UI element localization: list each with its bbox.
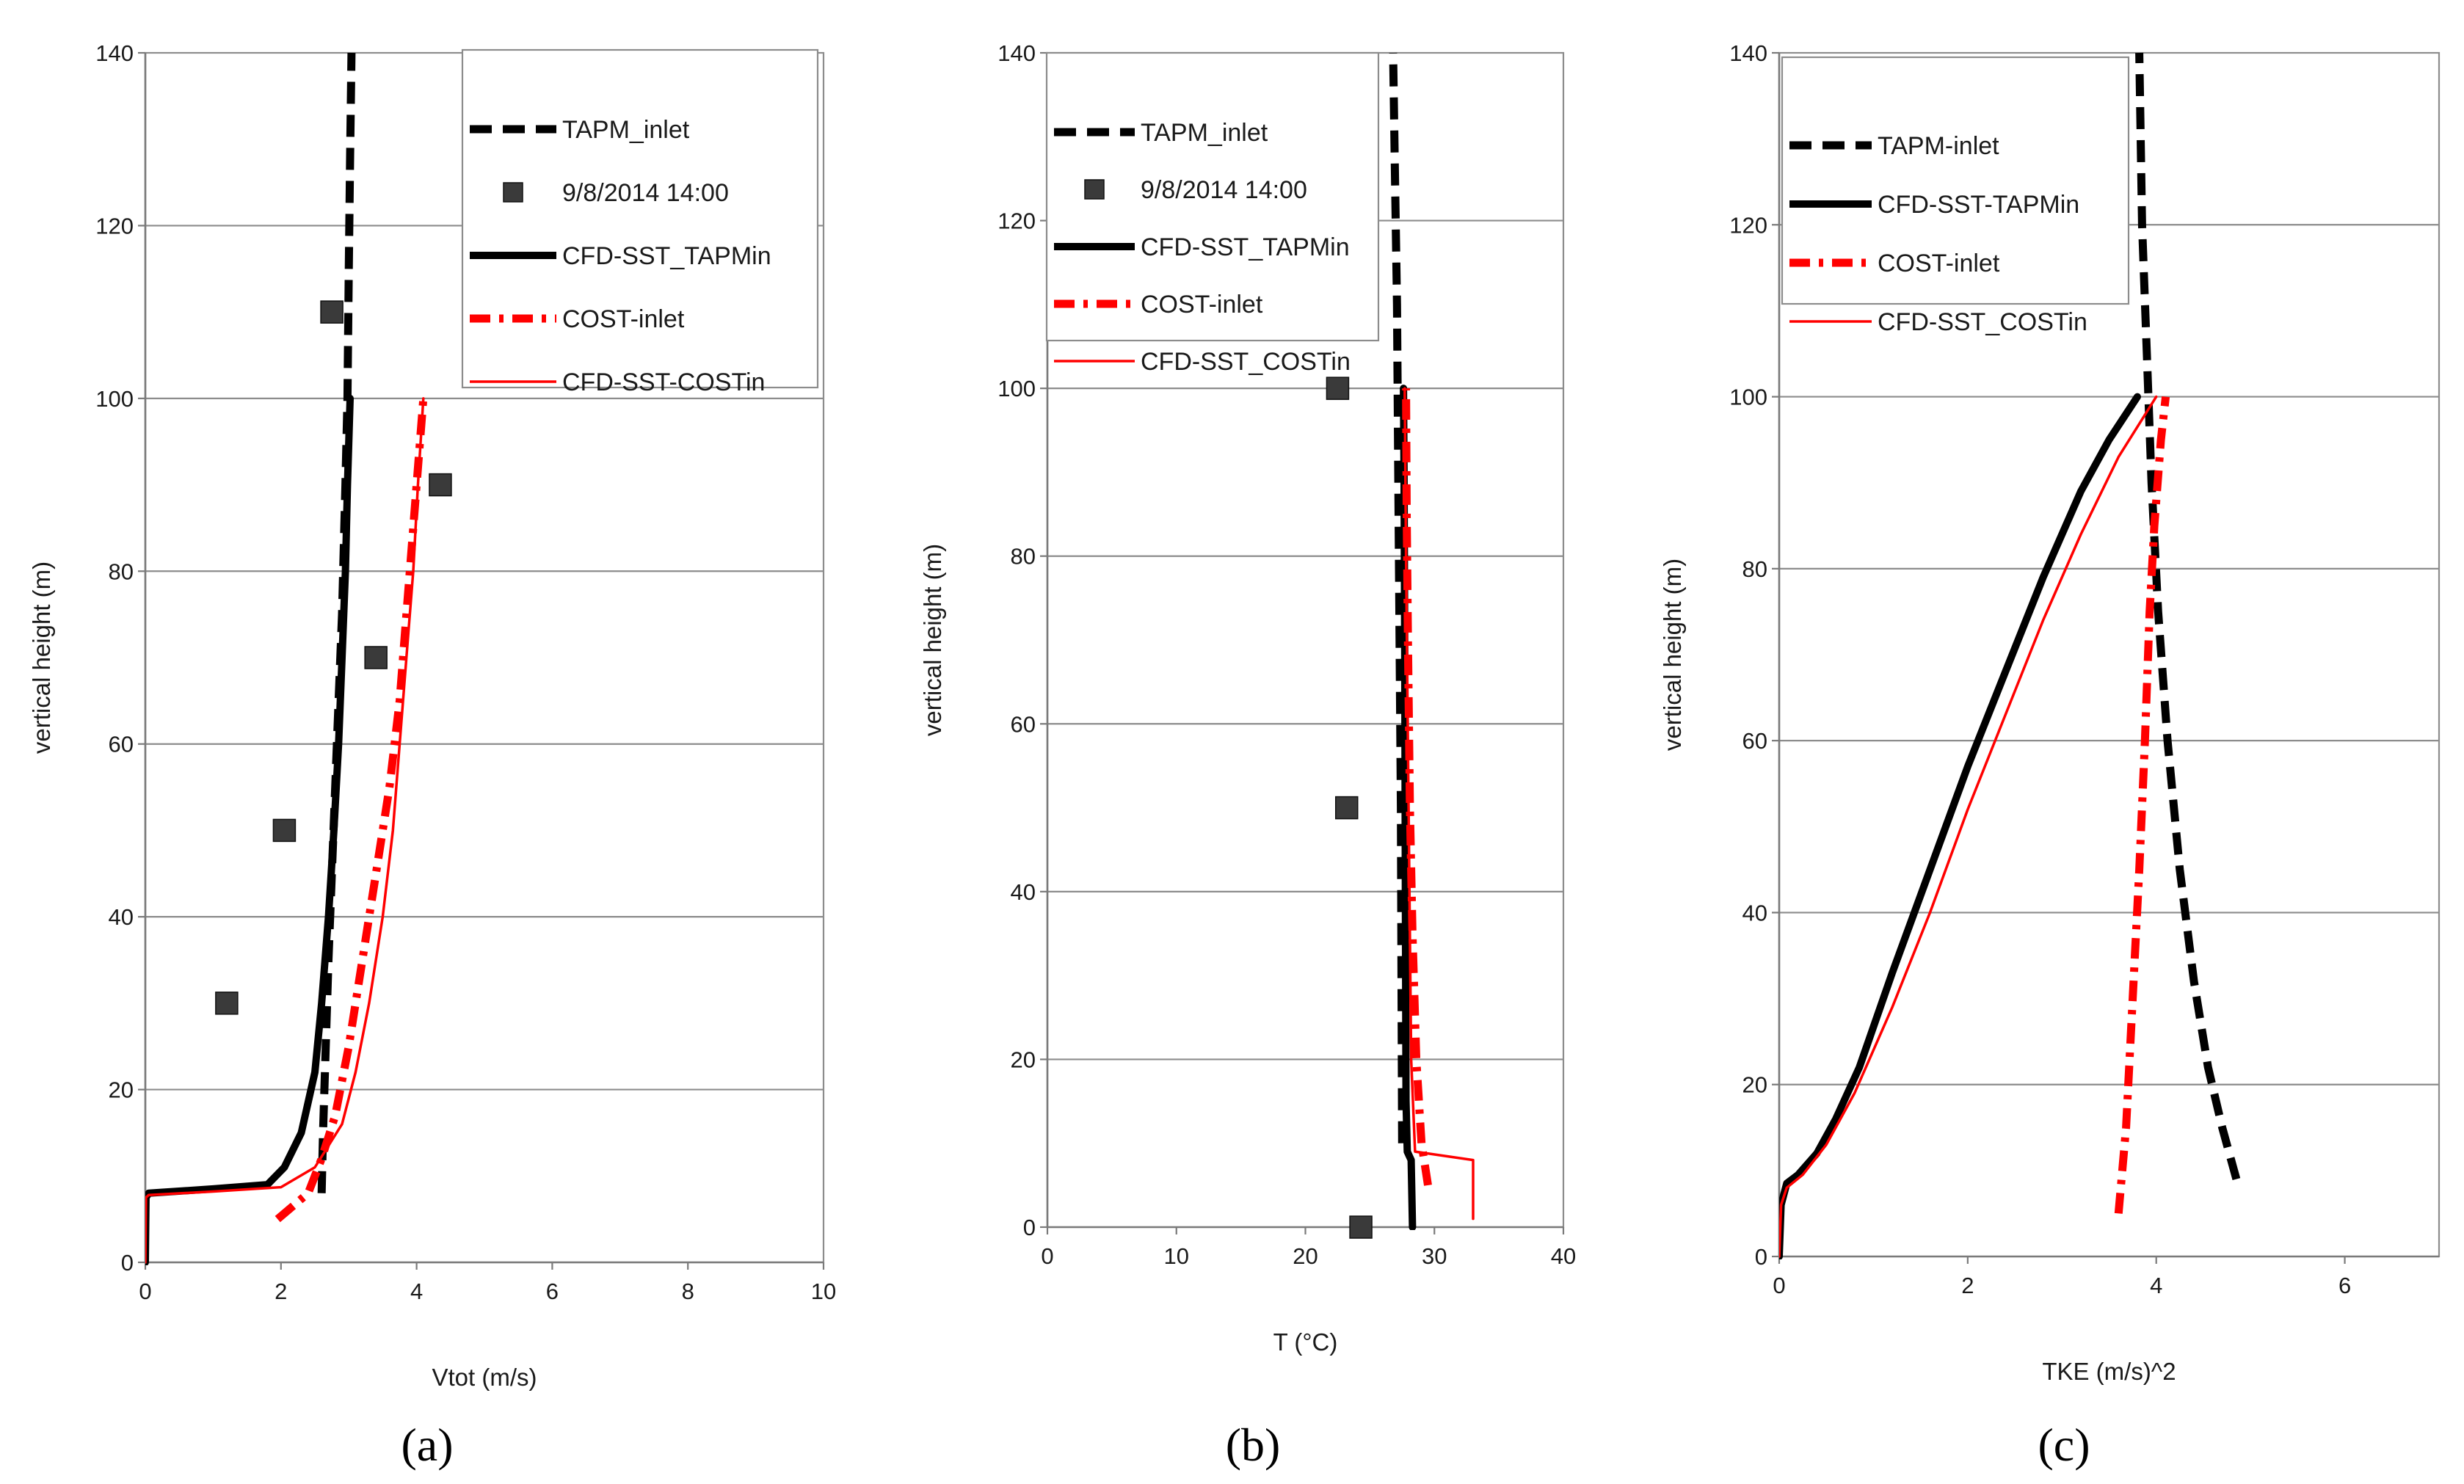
chart-panel-1: 0 20 40 60 80 100 120 140 0 2 4 6 8 10 Vtot (m/s) verti… — [28, 40, 836, 1471]
x-tick-label: 4 — [2150, 1273, 2162, 1298]
data-point-marker — [215, 992, 239, 1015]
y-tick-label: 40 — [1742, 900, 1767, 925]
y-axis-label: vertical height (m) — [919, 544, 946, 736]
y-tick-label: 120 — [997, 208, 1036, 234]
legend-entry-label: 9/8/2014 14:00 — [1141, 176, 1307, 204]
y-tick-label: 140 — [1729, 40, 1767, 66]
legend-entry-label: CFD-SST-COSTin — [562, 368, 765, 396]
series-line-cfd-sst-costin — [1403, 387, 1475, 1221]
series-line-cfd-sst-tapmin — [1779, 393, 2141, 1259]
x-tick-label: 0 — [1773, 1273, 1785, 1298]
series-line-cfd-sst-tapmin — [145, 394, 354, 1265]
y-tick-label: 100 — [997, 376, 1036, 401]
legend-entry-label: CFD-SST_TAPMin — [1141, 233, 1350, 261]
y-tick-label: 40 — [109, 904, 134, 930]
y-tick-label: 0 — [121, 1250, 134, 1276]
x-tick-label: 20 — [1293, 1243, 1318, 1269]
chart-panel-3: 0 20 40 60 80 100 120 140 0 2 4 6 TKE (m/s)^2 vertica… — [1659, 40, 2441, 1471]
legend-entry-label: COST-inlet — [1878, 250, 2000, 277]
data-point-marker — [364, 646, 388, 669]
data-point-marker — [1326, 377, 1350, 400]
chart-panel-2: 0 20 40 60 80 100 120 140 0 10 20 30 40 T (°C) vertica… — [919, 40, 1576, 1471]
legend-marker-sample — [503, 182, 523, 203]
y-tick-label: 20 — [1742, 1072, 1767, 1098]
y-tick-label: 20 — [109, 1077, 134, 1103]
x-axis-label: T (°C) — [1273, 1328, 1338, 1356]
x-tick-label: 2 — [275, 1279, 287, 1304]
x-tick-label: 40 — [1551, 1243, 1576, 1269]
x-tick-label: 6 — [2338, 1273, 2351, 1298]
series-line-cost-inlet — [2114, 396, 2170, 1214]
panel-label: (b) — [1226, 1419, 1281, 1471]
legend-marker-sample — [1084, 179, 1105, 200]
legend: TAPM_inlet 9/8/2014 14:00 CFD-SST_TAPMin CO… — [461, 48, 819, 396]
series-line-tapm-inlet — [1389, 52, 1406, 1143]
x-tick-label: 0 — [139, 1279, 151, 1304]
series-line-tapm-inlet — [2135, 52, 2241, 1181]
legend-entry-label: COST-inlet — [562, 305, 685, 333]
data-point-marker — [1349, 1215, 1373, 1239]
legend-entry-label: CFD-SST_COSTin — [1878, 308, 2087, 336]
y-tick-label: 40 — [1011, 879, 1036, 905]
x-axis-label: Vtot (m/s) — [432, 1364, 537, 1391]
y-tick-label: 0 — [1755, 1244, 1767, 1270]
y-tick-label: 120 — [95, 213, 134, 239]
series-line-cfd-sst-costin — [1779, 395, 2158, 1258]
legend-entry-label: CFD-SST_COSTin — [1141, 348, 1351, 376]
panel-label: (c) — [2038, 1419, 2090, 1471]
y-tick-label: 20 — [1011, 1047, 1036, 1072]
legend-entry-label: CFD-SST-TAPMin — [1878, 191, 2079, 219]
y-tick-label: 80 — [109, 559, 134, 584]
y-tick-label: 80 — [1742, 556, 1767, 582]
y-axis-label: vertical height (m) — [1659, 559, 1686, 751]
legend-entry-label: TAPM-inlet — [1878, 132, 1999, 160]
x-tick-label: 8 — [682, 1279, 694, 1304]
x-tick-label: 30 — [1422, 1243, 1447, 1269]
y-tick-label: 120 — [1729, 212, 1767, 238]
x-tick-label: 10 — [1164, 1243, 1189, 1269]
y-tick-label: 140 — [95, 40, 134, 66]
legend: TAPM-inlet CFD-SST-TAPMin COST-inlet CFD-SS… — [1781, 56, 2130, 336]
series-line-tapm-inlet — [317, 52, 356, 1193]
legend-entry-label: CFD-SST_TAPMin — [562, 242, 771, 270]
x-tick-label: 6 — [546, 1279, 559, 1304]
data-point-marker — [320, 300, 344, 324]
legend: TAPM_inlet 9/8/2014 14:00 CFD-SST_TAPMin CO… — [1045, 51, 1380, 376]
y-tick-label: 60 — [1742, 728, 1767, 754]
x-tick-label: 4 — [410, 1279, 423, 1304]
series-line-cfd-sst-costin — [145, 397, 425, 1264]
legend-entry-label: COST-inlet — [1141, 291, 1263, 319]
legend-entry-label: TAPM_inlet — [562, 116, 690, 144]
panel-label: (a) — [401, 1419, 453, 1471]
legend-entry-label: 9/8/2014 14:00 — [562, 179, 729, 207]
y-tick-label: 60 — [109, 732, 134, 757]
x-tick-label: 2 — [1961, 1273, 1974, 1298]
y-tick-label: 60 — [1011, 711, 1036, 737]
y-tick-label: 80 — [1011, 544, 1036, 570]
y-tick-label: 100 — [1729, 385, 1767, 410]
x-tick-label: 0 — [1041, 1243, 1053, 1269]
y-tick-label: 100 — [95, 386, 134, 412]
data-point-marker — [429, 473, 452, 497]
y-axis-label: vertical height (m) — [28, 561, 55, 754]
data-point-marker — [272, 818, 297, 843]
y-tick-label: 0 — [1023, 1215, 1036, 1240]
data-point-marker — [1334, 796, 1359, 820]
y-tick-label: 140 — [997, 40, 1036, 66]
legend-entry-label: TAPM_inlet — [1141, 119, 1268, 147]
x-axis-label: TKE (m/s)^2 — [2042, 1358, 2176, 1385]
x-tick-label: 10 — [811, 1279, 836, 1304]
legend-box — [461, 48, 819, 389]
